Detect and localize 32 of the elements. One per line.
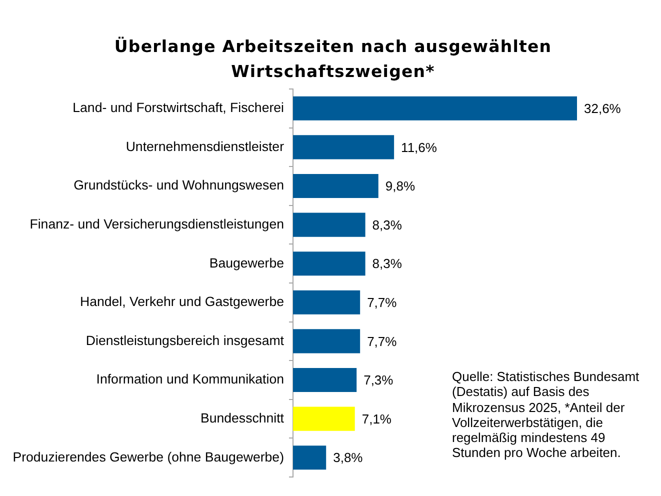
chart-title: Überlange Arbeitszeiten nach ausgewählten Wirtschaftszweigen* <box>113 36 553 83</box>
bar <box>293 406 355 431</box>
y-tick-label: Handel, Verkehr und Gastgewerbe <box>80 294 284 310</box>
y-tick-label: Information und Kommunikation <box>96 372 284 387</box>
data-label: 8,3% <box>372 256 402 272</box>
data-label: 9,8% <box>385 178 416 194</box>
data-label: 32,6% <box>584 100 622 116</box>
y-tick-label: Produzierendes Gewerbe (ohne Baugewerbe) <box>12 449 284 464</box>
y-tick-label: Land- und Forstwirtschaft, Fischerei <box>72 100 284 116</box>
y-tick-label: Baugewerbe <box>209 255 284 270</box>
bar <box>293 96 577 120</box>
bar <box>293 290 360 314</box>
annotation: Quelle: Statistisches Bundesamt (Destatis) auf Basis des Mikrozensus 2025, *Anteil der Vollzeiterwerbstätigen, die regelmäßig mindestens 49 Stunden pro Woche arbeiten. <box>452 369 640 461</box>
bar <box>293 446 326 470</box>
y-tick-label: Dienstleistungsbereich insgesamt <box>86 332 284 348</box>
bar <box>293 135 394 160</box>
bar <box>293 252 366 276</box>
y-tick-label: Finanz- und Versicherungsdienstleistungen <box>30 216 284 232</box>
bar <box>293 368 357 392</box>
bar <box>293 174 378 198</box>
bar <box>293 212 366 237</box>
y-tick-label: Unternehmensdienstleister <box>126 138 285 154</box>
data-label: 7,3% <box>364 372 394 388</box>
data-label: 7,1% <box>362 411 392 426</box>
bar <box>293 329 360 354</box>
data-label: 7,7% <box>367 294 398 310</box>
data-label: 7,7% <box>367 334 398 349</box>
data-label: 8,3% <box>372 217 402 232</box>
data-label: 3,8% <box>333 450 364 466</box>
y-tick-label: Bundesschnitt <box>200 410 284 426</box>
data-label: 11,6% <box>401 140 438 155</box>
y-tick-label: Grundstücks- und Wohnungswesen <box>74 178 284 193</box>
